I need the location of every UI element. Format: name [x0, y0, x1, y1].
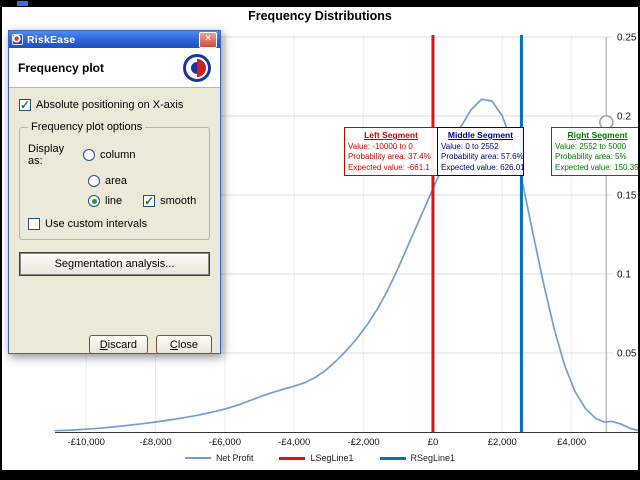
smooth-label: smooth [160, 195, 197, 207]
close-icon[interactable]: × [199, 31, 217, 48]
x-tick-label: £2,000 [488, 437, 517, 448]
custom-intervals-label: Use custom intervals [45, 218, 148, 230]
segment-title: Right Segment [567, 130, 628, 140]
segment-box-right[interactable]: Right Segment Value: 2552 to 5000 Probab… [551, 127, 640, 176]
x-tick-label: -£8,000 [139, 437, 171, 448]
legend-item: LSegLine1 [279, 453, 354, 463]
group-label: Frequency plot options [31, 121, 143, 133]
legend-item: RSegLine1 [379, 453, 456, 463]
segment-probability: Probability area: 5% [555, 152, 627, 161]
abs-positioning-checkbox[interactable] [19, 98, 31, 112]
radio-line[interactable] [88, 195, 100, 207]
close-button-label: Close [169, 338, 199, 351]
window-left-border [0, 0, 2, 480]
legend-line-swatch [379, 456, 406, 460]
segment-probability: Probability area: 37.4% [348, 152, 431, 161]
x-tick-label: -£6,000 [209, 437, 241, 448]
y-tick-label: 0.1 [617, 270, 631, 281]
riskease-logo-icon [183, 53, 211, 82]
x-tick-label: -£2,000 [347, 437, 379, 448]
legend-label: RSegLine1 [410, 453, 456, 463]
custom-intervals-checkbox[interactable] [28, 218, 40, 230]
segment-title: Middle Segment [447, 130, 514, 140]
riskease-dialog: RiskEase × Frequency plot Absolute posit… [8, 30, 221, 354]
dialog-title: RiskEase [27, 33, 76, 46]
window-bottom-bar [0, 470, 640, 480]
legend-line-swatch [184, 457, 211, 459]
dialog-heading: Frequency plot [18, 60, 105, 75]
abs-positioning-label: Absolute positioning on X-axis [36, 99, 184, 111]
chart-legend: Net Profit LSegLine1 RSegLine1 [0, 453, 640, 463]
radio-column[interactable] [83, 149, 95, 161]
radio-area-label: area [105, 175, 128, 187]
legend-label: Net Profit [215, 453, 254, 463]
segment-value: Value: -10000 to 0 [348, 141, 413, 151]
y-tick-label: 0.05 [617, 349, 637, 360]
chart-title: Frequency Distributions [248, 9, 392, 23]
segment-expected: Expected value: -661.1 [348, 162, 430, 172]
segmentation-analysis-button[interactable]: Segmentation analysis... [19, 252, 210, 276]
segment-value: Value: 2552 to 5000 [555, 141, 627, 151]
frequency-plot-options-group: Frequency plot options Display as: colum… [19, 121, 210, 240]
smooth-checkbox[interactable] [143, 194, 156, 208]
legend-label: LSegLine1 [310, 453, 354, 463]
window-right-border [638, 0, 640, 480]
segment-box-middle[interactable]: Middle Segment Value: 0 to 2552 Probabil… [437, 127, 525, 176]
radio-area[interactable] [88, 175, 100, 187]
radio-column-label: column [100, 149, 136, 161]
window-top-bar [0, 0, 640, 7]
segment-box-left[interactable]: Left Segment Value: -10000 to 0 Probabil… [344, 127, 438, 176]
close-button[interactable]: Close [156, 335, 212, 354]
x-tick-label: -£10,000 [67, 437, 105, 448]
y-tick-label: 0.2 [617, 112, 631, 123]
radio-line-label: line [105, 195, 123, 207]
segment-expected: Expected value: 626.01 [441, 162, 525, 172]
net-profit-curve [54, 98, 640, 432]
x-tick-label: -£4,000 [278, 437, 310, 448]
riskease-app-icon [12, 34, 23, 45]
x-tick-label: £0 [428, 437, 439, 448]
segment-probability: Probability area: 57.6% [441, 152, 524, 161]
display-as-label: Display as: [28, 143, 65, 167]
window-icon [17, 1, 28, 6]
y-tick-label: 0.15 [617, 191, 637, 202]
discard-button[interactable]: Discard [88, 335, 148, 354]
dialog-titlebar[interactable]: RiskEase × [9, 31, 220, 48]
y-tick-label: 0.25 [617, 33, 637, 44]
segment-value: Value: 0 to 2552 [441, 141, 499, 151]
x-tick-label: £4,000 [557, 437, 586, 448]
legend-line-swatch [279, 456, 306, 460]
legend-item: Net Profit [184, 453, 254, 463]
segment-title: Left Segment [364, 130, 418, 140]
discard-button-label: Discard [99, 338, 137, 351]
segment-expected: Expected value: 150.35 [555, 162, 639, 172]
